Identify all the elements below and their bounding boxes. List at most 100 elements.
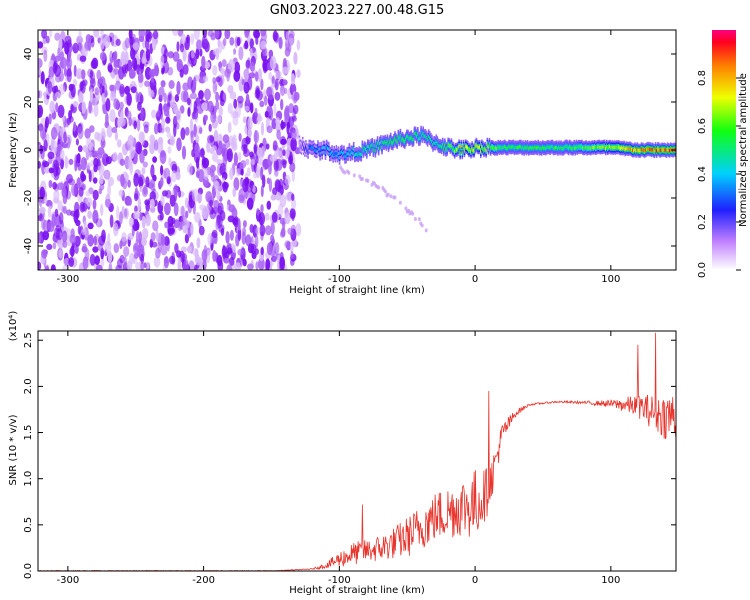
noise-cell (142, 161, 148, 168)
noise-cell (191, 188, 199, 202)
signal-cell (325, 145, 328, 149)
noise-cell (189, 118, 193, 132)
noise-cell (135, 221, 140, 231)
noise-cell (218, 61, 222, 68)
signal-cell (301, 142, 304, 146)
noise-cell (66, 68, 72, 83)
noise-cell (145, 213, 152, 227)
signal-cell (298, 140, 301, 145)
y-tick-label: -20 (23, 190, 34, 206)
noise-cell (196, 237, 201, 249)
signal-cell (366, 150, 368, 154)
noise-cell (172, 30, 179, 37)
noise-cell (238, 151, 242, 162)
noise-cell (229, 229, 234, 241)
noise-cell (229, 37, 235, 46)
noise-cell (79, 55, 87, 62)
noise-cell (73, 121, 77, 133)
noise-cell (259, 100, 265, 108)
branch-cell (424, 228, 428, 233)
signal-cell (626, 147, 629, 151)
signal-cell (637, 148, 639, 152)
noise-cell (230, 110, 238, 119)
noise-cell (64, 35, 72, 46)
branch-cell (386, 192, 390, 197)
signal-cell (307, 150, 309, 154)
noise-cell (195, 48, 200, 60)
signal-cell (434, 141, 436, 146)
signal-cell (309, 145, 312, 149)
signal-cell (402, 139, 405, 143)
signal-cell (615, 145, 618, 149)
noise-cell (100, 137, 106, 149)
noise-cell (201, 102, 209, 111)
signal-cell (622, 146, 624, 150)
signal-cell (525, 146, 528, 150)
branch-cell (411, 211, 415, 216)
signal-cell (584, 146, 586, 150)
noise-cell (258, 212, 266, 226)
signal-cell (320, 147, 322, 151)
signal-cell (607, 146, 609, 150)
noise-cell (224, 68, 231, 78)
signal-cell (478, 145, 481, 149)
signal-cell (502, 145, 505, 149)
noise-cell (141, 237, 147, 247)
noise-cell (116, 205, 120, 220)
signal-cell (422, 131, 424, 135)
noise-cell (193, 106, 199, 120)
noise-cell (149, 198, 155, 208)
branch-cell (347, 170, 351, 175)
noise-cell (130, 47, 136, 60)
noise-cell (54, 91, 61, 99)
signal-cell (566, 145, 569, 149)
signal-cell (375, 144, 378, 148)
noise-cell (227, 84, 234, 94)
noise-cell (173, 202, 179, 217)
noise-cell (131, 224, 135, 237)
noise-cell (226, 148, 233, 163)
branch-cell (404, 206, 408, 211)
noise-cell (186, 245, 193, 254)
signal-cell (335, 150, 338, 154)
noise-cell (272, 30, 278, 42)
signal-cell (651, 147, 654, 152)
noise-cell (243, 81, 250, 94)
noise-cell (66, 57, 71, 67)
y-tick-label: 1.0 (23, 471, 34, 487)
noise-cell (123, 246, 130, 257)
noise-cell (246, 167, 251, 177)
noise-cell (99, 51, 107, 61)
noise-cell (165, 116, 171, 124)
spectrogram-heatmap (38, 30, 676, 270)
signal-cell (430, 138, 432, 142)
noise-cell (291, 193, 295, 201)
noise-cell (129, 144, 135, 159)
noise-cell (187, 107, 191, 117)
colorbar-gradient (712, 30, 736, 270)
noise-cell (97, 165, 103, 172)
signal-cell (401, 137, 404, 141)
signal-cell (418, 137, 420, 141)
noise-cell (52, 181, 57, 190)
noise-cell (50, 126, 58, 140)
signal-cell (601, 145, 604, 149)
signal-cell (623, 146, 625, 150)
noise-cell (271, 211, 278, 223)
signal-cell (664, 148, 667, 152)
signal-cell (635, 149, 637, 153)
noise-cell (154, 139, 159, 151)
noise-cell (109, 84, 115, 92)
noise-cell (124, 85, 130, 95)
colorbar-tick-label: 0.4 (697, 166, 708, 182)
noise-cell (240, 168, 244, 176)
noise-cell (139, 185, 143, 193)
noise-cell (111, 127, 118, 133)
noise-cell (180, 33, 186, 44)
noise-cell (87, 38, 92, 52)
noise-cell (120, 51, 126, 65)
signal-cell (532, 146, 534, 150)
noise-cell (216, 190, 221, 201)
noise-cell (242, 116, 247, 124)
signal-cell (474, 144, 477, 148)
